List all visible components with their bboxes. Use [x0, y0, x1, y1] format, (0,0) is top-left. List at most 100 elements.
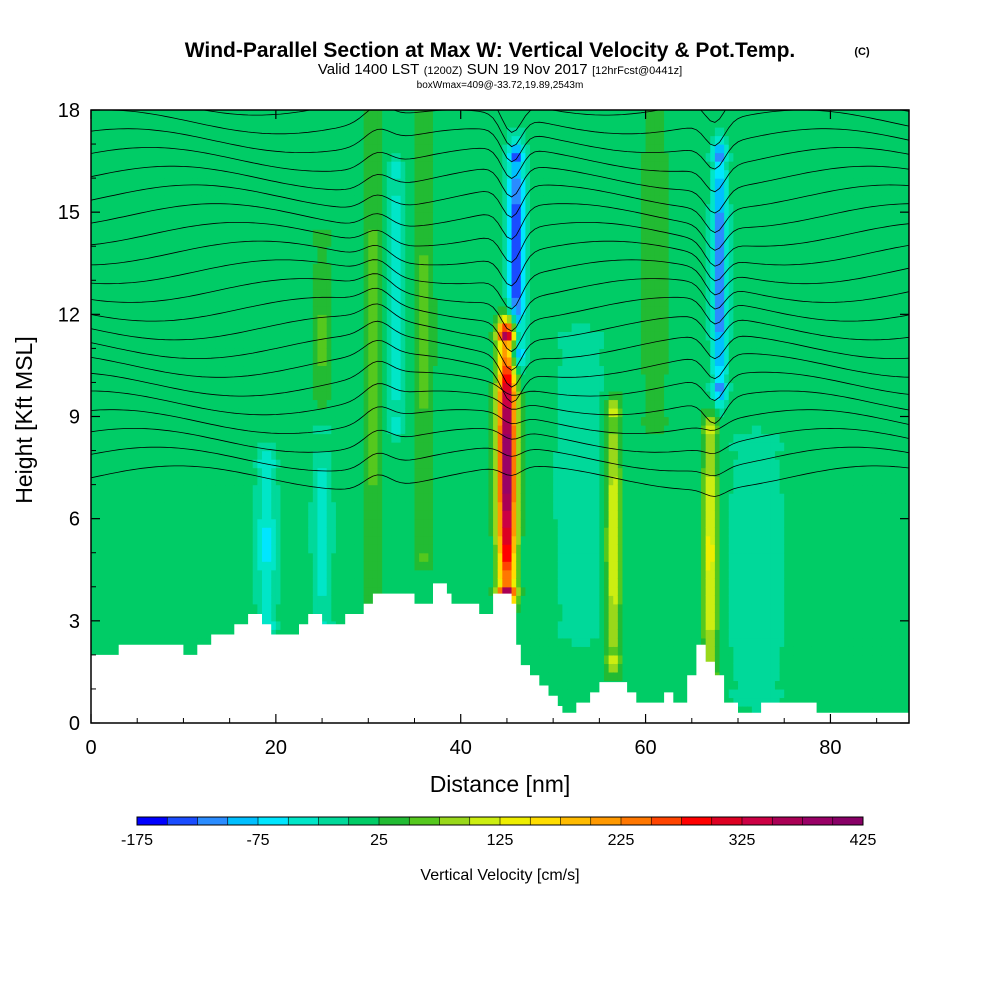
- w-cell: [298, 263, 305, 273]
- w-cell: [141, 305, 148, 315]
- w-cell: [382, 280, 388, 290]
- w-cell: [266, 365, 272, 375]
- w-cell: [225, 603, 231, 613]
- w-cell: [95, 399, 101, 409]
- w-cell: [100, 348, 106, 358]
- w-cell: [382, 544, 388, 554]
- w-cell: [298, 484, 305, 494]
- w-cell: [289, 373, 295, 384]
- w-cell: [91, 603, 97, 613]
- w-cell: [275, 578, 282, 588]
- w-cell: [160, 467, 166, 477]
- w-cell: [391, 450, 397, 460]
- w-cell: [298, 195, 305, 205]
- w-cell: [312, 322, 319, 332]
- w-cell: [155, 288, 161, 298]
- w-cell: [248, 493, 254, 503]
- w-cell: [252, 263, 258, 273]
- w-cell: [201, 331, 208, 341]
- w-cell: [188, 110, 194, 120]
- w-cell: [238, 288, 245, 298]
- w-cell: [382, 322, 388, 332]
- w-cell: [335, 356, 342, 367]
- w-cell: [123, 356, 129, 367]
- w-cell: [220, 127, 226, 137]
- w-cell: [340, 229, 346, 239]
- w-cell: [359, 356, 365, 367]
- w-cell: [169, 612, 175, 622]
- w-cell: [363, 518, 369, 528]
- w-cell: [400, 339, 406, 349]
- w-cell: [141, 161, 148, 171]
- w-cell: [104, 144, 111, 154]
- w-cell: [308, 322, 314, 332]
- w-cell: [331, 459, 337, 469]
- w-cell: [386, 484, 392, 494]
- w-cell: [211, 552, 217, 562]
- w-cell: [123, 339, 129, 349]
- w-cell: [225, 288, 231, 298]
- w-cell: [354, 390, 360, 401]
- w-cell: [192, 271, 198, 281]
- w-cell: [322, 161, 328, 171]
- w-cell: [386, 561, 392, 571]
- w-cell: [220, 510, 226, 520]
- w-cell: [229, 186, 235, 196]
- w-cell: [308, 178, 314, 188]
- w-cell: [206, 373, 212, 384]
- w-cell: [225, 467, 231, 477]
- w-cell: [405, 322, 411, 332]
- w-cell: [234, 399, 240, 409]
- w-cell: [201, 297, 208, 307]
- w-cell: [211, 442, 217, 452]
- w-cell: [91, 348, 97, 358]
- w-cell: [298, 297, 305, 307]
- w-cell: [109, 612, 115, 622]
- w-cell: [382, 527, 388, 537]
- w-cell: [382, 586, 388, 596]
- w-cell: [349, 501, 356, 511]
- w-cell: [280, 144, 286, 154]
- w-cell: [266, 331, 272, 341]
- w-cell: [146, 314, 152, 324]
- w-cell: [303, 467, 309, 477]
- w-cell: [123, 365, 129, 375]
- w-cell: [312, 501, 319, 511]
- w-cell: [160, 382, 166, 392]
- w-cell: [271, 382, 277, 392]
- w-cell: [206, 365, 212, 375]
- w-cell: [164, 552, 171, 562]
- w-cell: [271, 467, 277, 477]
- w-cell: [331, 433, 337, 443]
- w-cell: [285, 314, 291, 324]
- w-cell: [303, 314, 309, 324]
- w-cell: [151, 467, 157, 477]
- w-cell: [169, 620, 175, 630]
- w-cell: [396, 339, 402, 349]
- w-cell: [104, 467, 111, 477]
- w-cell: [252, 297, 258, 307]
- w-cell: [294, 144, 300, 154]
- w-cell: [118, 603, 124, 613]
- w-cell: [174, 382, 180, 392]
- w-cell: [326, 118, 332, 128]
- w-cell: [229, 220, 235, 230]
- w-cell: [137, 356, 143, 367]
- w-cell: [211, 450, 217, 460]
- w-cell: [382, 510, 388, 520]
- w-cell: [266, 127, 272, 137]
- w-cell: [197, 569, 203, 579]
- w-cell: [95, 254, 101, 264]
- w-cell: [289, 586, 295, 596]
- w-cell: [192, 467, 198, 477]
- w-cell: [114, 433, 120, 443]
- w-cell: [285, 288, 291, 298]
- w-cell: [377, 484, 383, 494]
- w-cell: [266, 263, 272, 273]
- w-cell: [354, 493, 360, 503]
- w-cell: [271, 518, 277, 528]
- w-cell: [192, 314, 198, 324]
- w-cell: [298, 127, 305, 137]
- w-cell: [312, 603, 319, 613]
- w-cell: [151, 135, 157, 145]
